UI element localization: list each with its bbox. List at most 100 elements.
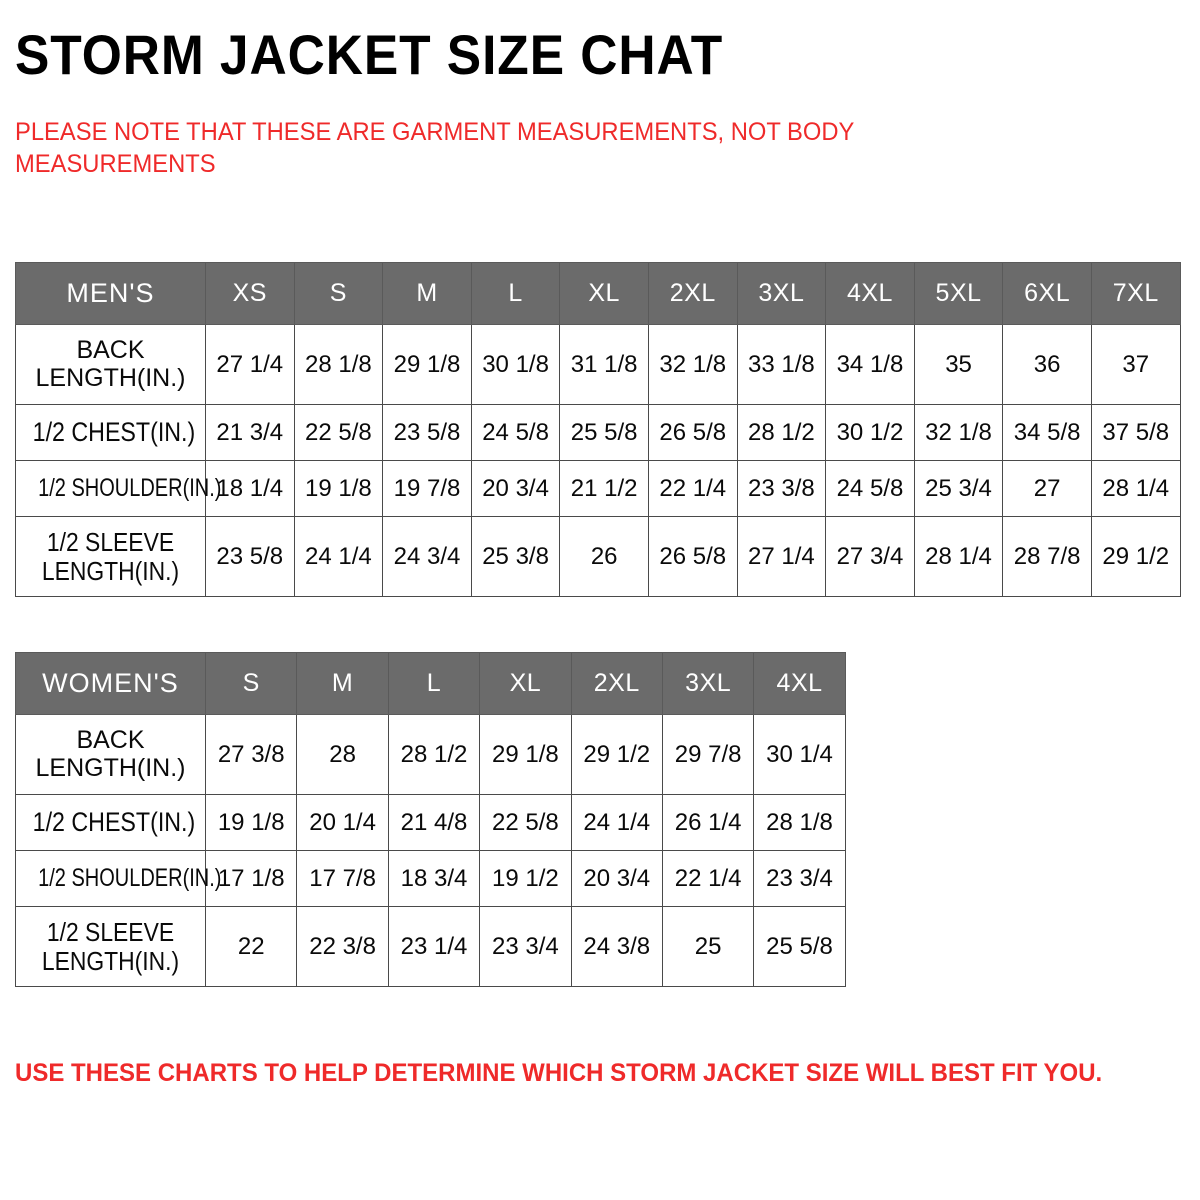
measurement-value: 26 bbox=[590, 542, 618, 570]
measurement-value: 20 1/4 bbox=[309, 808, 376, 836]
mens-measurement-cell: 35 bbox=[913, 324, 1004, 405]
measurement-value: 28 1/2 bbox=[400, 740, 468, 768]
womens-header-row: WOMEN'S S M L XL 2XL 3XL 4XL bbox=[15, 652, 846, 715]
mens-measurement-cell: 22 1/4 bbox=[647, 460, 738, 517]
mens-measurement-cell: 21 3/4 bbox=[205, 404, 295, 461]
womens-size-column-xl: XL bbox=[479, 652, 572, 715]
womens-measurement-cell: 28 1/2 bbox=[387, 714, 481, 795]
mens-measurement-cell: 25 5/8 bbox=[559, 404, 649, 461]
womens-measurement-cell: 19 1/2 bbox=[479, 850, 572, 907]
mens-table-row: BACK LENGTH(IN.) 27 1/4 28 1/8 29 1/8 30 1/8 3… bbox=[15, 324, 1181, 405]
measurement-value: 17 1/8 bbox=[217, 864, 285, 892]
womens-measurement-cell: 25 bbox=[661, 906, 755, 987]
chart-usage-footer: USE THESE CHARTS TO HELP DETERMINE WHICH… bbox=[15, 1059, 1103, 1087]
mens-measurement-label-line: LENGTH(IN.) bbox=[35, 363, 186, 392]
mens-size-column-l: L bbox=[470, 262, 561, 325]
womens-table-row: 1/2 SHOULDER(IN.) 17 1/8 17 7/8 18 3/4 19 1/… bbox=[15, 850, 846, 907]
mens-measurement-cell: 37 5/8 bbox=[1090, 404, 1181, 461]
measurement-value: 29 1/2 bbox=[1102, 542, 1170, 570]
mens-measurement-cell: 27 3/4 bbox=[825, 516, 915, 597]
measurement-value: 23 3/8 bbox=[747, 474, 815, 502]
mens-measurement-cell: 23 5/8 bbox=[382, 404, 472, 461]
measurement-value: 31 1/8 bbox=[570, 350, 638, 378]
mens-measurement-cell: 23 5/8 bbox=[205, 516, 295, 597]
measurement-value: 22 3/8 bbox=[309, 932, 376, 960]
mens-measurement-cell: 26 5/8 bbox=[647, 516, 738, 597]
womens-size-table: WOMEN'S S M L XL 2XL 3XL 4XL BACK LENGTH(IN.) 27 … bbox=[15, 652, 846, 987]
measurement-value: 18 1/4 bbox=[216, 474, 284, 502]
mens-table-row: 1/2 CHEST(IN.) 21 3/4 22 5/8 23 5/8 24 5/8 25… bbox=[15, 404, 1181, 461]
measurement-value: 23 5/8 bbox=[216, 542, 284, 570]
mens-measurement-cell: 30 1/8 bbox=[470, 324, 561, 405]
mens-size-column-s: S bbox=[293, 262, 384, 325]
measurement-value: 28 1/2 bbox=[747, 418, 815, 446]
measurement-value: 27 3/8 bbox=[217, 740, 285, 768]
mens-measurement-cell: 30 1/2 bbox=[825, 404, 915, 461]
mens-measurement-label-line: LENGTH(IN.) bbox=[41, 555, 180, 586]
womens-measurement-label-line: 1/2 CHEST(IN.) bbox=[32, 806, 196, 837]
mens-measurement-cell: 19 1/8 bbox=[293, 460, 384, 517]
measurement-value: 28 7/8 bbox=[1013, 542, 1081, 570]
mens-measurement-cell: 34 1/8 bbox=[825, 324, 915, 405]
mens-measurement-cell: 29 1/8 bbox=[382, 324, 472, 405]
mens-measurement-cell: 27 1/4 bbox=[205, 324, 295, 405]
mens-measurement-cell: 24 5/8 bbox=[470, 404, 561, 461]
measurement-value: 32 1/8 bbox=[659, 350, 727, 378]
mens-measurement-cell: 24 1/4 bbox=[293, 516, 384, 597]
womens-measurement-cell: 22 bbox=[204, 906, 298, 987]
measurement-value: 29 1/2 bbox=[583, 740, 651, 768]
measurement-value: 28 1/4 bbox=[1102, 474, 1170, 502]
mens-measurement-label: BACK LENGTH(IN.) bbox=[15, 324, 206, 405]
mens-measurement-label-line: 1/2 CHEST(IN.) bbox=[32, 416, 196, 447]
womens-size-column-m: M bbox=[296, 652, 389, 715]
womens-measurement-cell: 30 1/4 bbox=[753, 714, 846, 795]
mens-size-column-3xl: 3XL bbox=[736, 262, 827, 325]
measurement-value: 27 bbox=[1033, 474, 1061, 502]
womens-measurement-cell: 20 3/4 bbox=[570, 850, 663, 907]
measurement-value: 24 3/8 bbox=[583, 932, 651, 960]
womens-measurement-label-line: 1/2 SLEEVE bbox=[46, 916, 175, 947]
measurement-value: 24 1/4 bbox=[305, 542, 372, 570]
womens-measurement-cell: 22 1/4 bbox=[661, 850, 755, 907]
measurement-value: 30 1/2 bbox=[836, 418, 904, 446]
womens-measurement-cell: 24 3/8 bbox=[570, 906, 663, 987]
mens-size-column-xs: XS bbox=[205, 262, 295, 325]
measurement-value: 27 1/4 bbox=[216, 350, 284, 378]
mens-measurement-label-line: 1/2 SHOULDER(IN.) bbox=[38, 473, 222, 502]
mens-measurement-cell: 25 3/8 bbox=[470, 516, 561, 597]
measurement-value: 21 1/2 bbox=[570, 474, 638, 502]
measurement-value: 27 1/4 bbox=[747, 542, 815, 570]
mens-size-table: MEN'S XS S M L XL 2XL 3XL 4XL 5XL 6XL 7XL BACK LENGT… bbox=[15, 262, 1181, 597]
measurement-value: 18 3/4 bbox=[400, 864, 468, 892]
womens-measurement-cell: 19 1/8 bbox=[204, 794, 298, 851]
womens-measurement-label: 1/2 CHEST(IN.) bbox=[15, 794, 206, 851]
measurement-value: 20 3/4 bbox=[482, 474, 549, 502]
measurement-value: 26 1/4 bbox=[674, 808, 742, 836]
measurement-value: 33 1/8 bbox=[747, 350, 815, 378]
measurement-value: 23 1/4 bbox=[400, 932, 468, 960]
mens-measurement-cell: 28 1/4 bbox=[913, 516, 1004, 597]
measurement-value: 24 1/4 bbox=[583, 808, 651, 836]
womens-size-column-2xl: 2XL bbox=[570, 652, 663, 715]
womens-measurement-cell: 23 1/4 bbox=[387, 906, 481, 987]
mens-measurement-cell: 31 1/8 bbox=[559, 324, 649, 405]
womens-measurement-cell: 29 7/8 bbox=[661, 714, 755, 795]
womens-size-column-3xl: 3XL bbox=[661, 652, 755, 715]
measurement-value: 22 5/8 bbox=[305, 418, 372, 446]
mens-table-row: 1/2 SHOULDER(IN.) 18 1/4 19 1/8 19 7/8 20 3/… bbox=[15, 460, 1181, 517]
measurement-value: 22 1/4 bbox=[659, 474, 727, 502]
mens-measurement-cell: 20 3/4 bbox=[470, 460, 561, 517]
measurement-value: 17 7/8 bbox=[309, 864, 376, 892]
measurement-value: 19 1/2 bbox=[492, 864, 559, 892]
mens-measurement-label-line: BACK bbox=[76, 336, 145, 364]
measurement-value: 26 5/8 bbox=[659, 418, 727, 446]
womens-measurement-label-line: BACK bbox=[76, 726, 145, 754]
mens-measurement-cell: 22 5/8 bbox=[293, 404, 384, 461]
womens-size-column-s: S bbox=[204, 652, 298, 715]
measurement-value: 36 bbox=[1033, 350, 1061, 378]
measurement-value: 23 3/4 bbox=[492, 932, 559, 960]
measurement-value: 28 1/4 bbox=[925, 542, 992, 570]
womens-measurement-cell: 23 3/4 bbox=[753, 850, 846, 907]
mens-measurement-cell: 36 bbox=[1002, 324, 1092, 405]
womens-measurement-cell: 27 3/8 bbox=[204, 714, 298, 795]
